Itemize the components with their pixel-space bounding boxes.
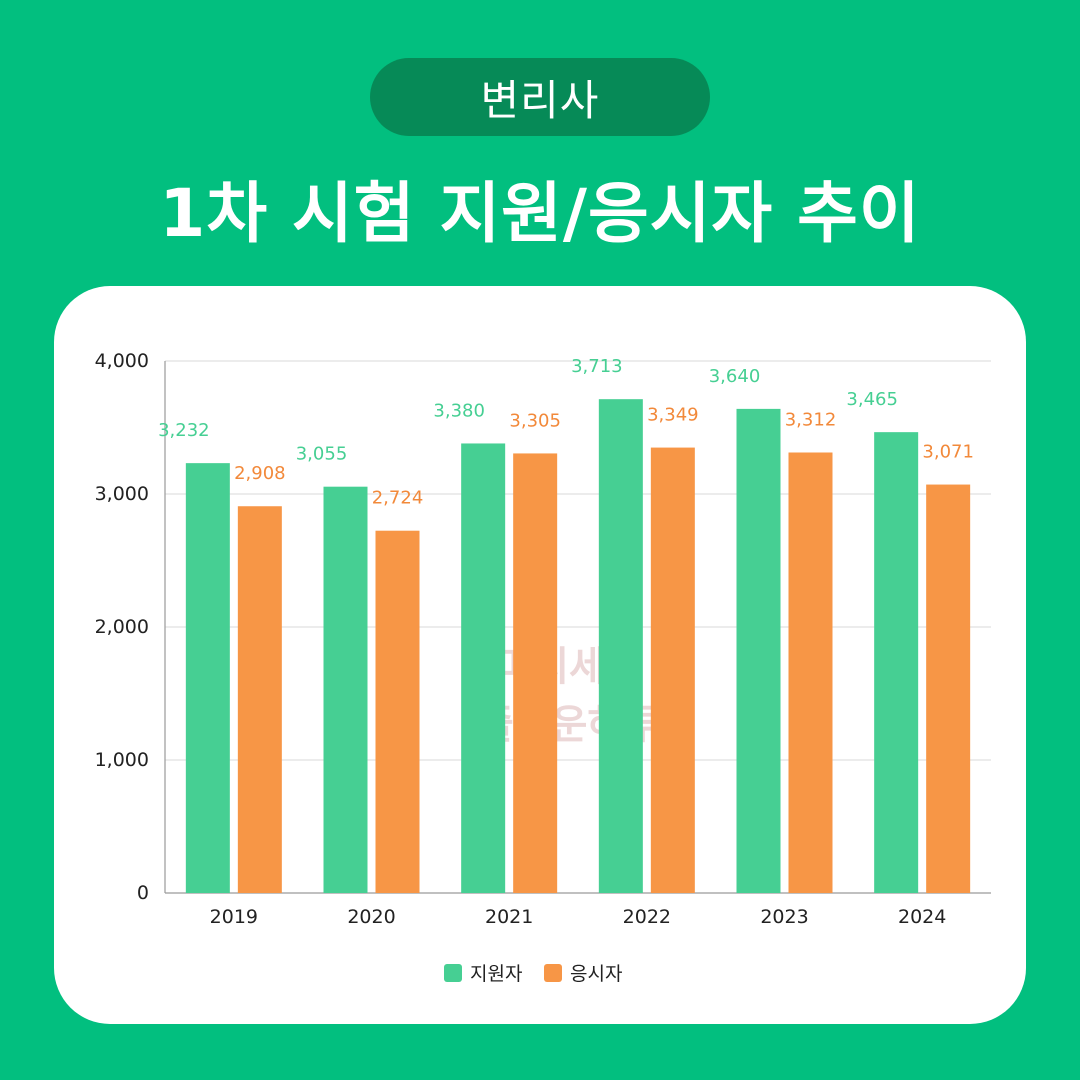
bar-applicants (598, 399, 643, 893)
legend-label-applicants: 지원자 (470, 963, 522, 985)
x-tick-label: 2021 (485, 906, 533, 928)
category-label: 변리사 (480, 75, 600, 125)
data-label: 3,232 (158, 420, 210, 441)
bar-test-takers (926, 484, 971, 893)
bar-applicants (736, 408, 781, 893)
y-tick-label: 0 (137, 882, 149, 904)
bar-applicants (461, 443, 506, 893)
data-label: 3,640 (709, 366, 761, 387)
x-tick-label: 2020 (347, 906, 395, 928)
data-label: 3,055 (296, 444, 348, 465)
legend-swatch-test-takers (544, 964, 562, 982)
chart-card: 마치세대 즐거운하루 0 1,000 2,000 3,000 4,000 3,232 2,908… (54, 286, 1026, 1024)
page-title: 1차 시험 지원/응시자 추이 (159, 175, 921, 252)
x-tick-label: 2023 (760, 906, 808, 928)
legend-label-test-takers: 응시자 (570, 963, 622, 985)
bar-test-takers (237, 506, 282, 893)
data-label: 3,713 (571, 356, 623, 377)
bar-applicants (185, 463, 230, 893)
bar-applicants (323, 486, 368, 893)
bar-test-takers (650, 447, 695, 893)
bar-test-takers (513, 453, 558, 893)
data-label: 3,071 (922, 442, 974, 463)
bar-test-takers (788, 452, 833, 893)
bar-chart: 마치세대즐거운하루01,0002,0003,0004,0003,2322,908… (95, 350, 991, 985)
category-pill: 변리사 (370, 58, 710, 136)
bar-test-takers (375, 530, 420, 893)
x-tick-label: 2019 (210, 906, 258, 928)
data-label: 2,908 (234, 463, 286, 484)
data-label: 3,305 (509, 410, 561, 431)
x-tick-label: 2022 (623, 906, 671, 928)
data-label: 3,465 (846, 389, 898, 410)
y-tick-label: 1,000 (95, 749, 149, 771)
y-tick-label: 3,000 (95, 483, 149, 505)
y-tick-label: 2,000 (95, 616, 149, 638)
data-label: 3,312 (785, 410, 837, 431)
legend-swatch-applicants (444, 964, 462, 982)
data-label: 3,349 (647, 405, 699, 426)
data-label: 3,380 (433, 400, 485, 421)
data-label: 2,724 (372, 488, 424, 509)
bar-applicants (874, 432, 919, 893)
y-tick-label: 4,000 (95, 350, 149, 372)
x-tick-label: 2024 (898, 906, 946, 928)
